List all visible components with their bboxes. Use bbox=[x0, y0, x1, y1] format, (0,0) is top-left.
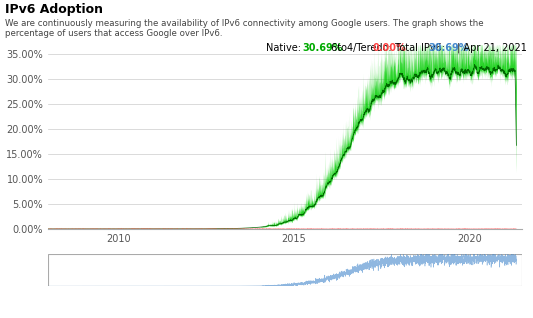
Text: 6to4/Teredo:: 6to4/Teredo: bbox=[328, 43, 395, 53]
Text: Total IPv6:: Total IPv6: bbox=[392, 43, 448, 53]
Text: 30.69%: 30.69% bbox=[429, 43, 469, 53]
Text: IPv6 Adoption: IPv6 Adoption bbox=[5, 3, 103, 16]
Text: Native:: Native: bbox=[266, 43, 305, 53]
Text: We are continuously measuring the availability of IPv6 connectivity among Google: We are continuously measuring the availa… bbox=[5, 19, 484, 38]
Text: 0.00%: 0.00% bbox=[372, 43, 406, 53]
Text: 30.69%: 30.69% bbox=[303, 43, 343, 53]
Text: | Apr 21, 2021: | Apr 21, 2021 bbox=[454, 43, 527, 53]
